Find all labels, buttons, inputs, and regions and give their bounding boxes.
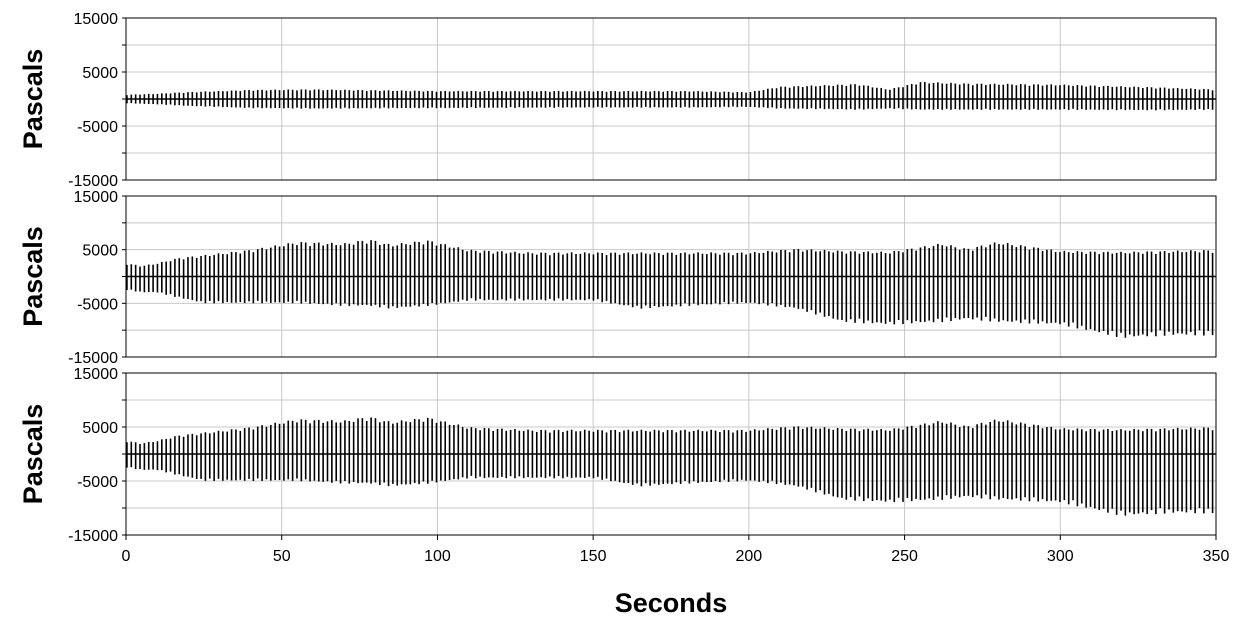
- y-tick-label: -5000: [77, 474, 118, 491]
- y-tick-label: -5000: [77, 296, 118, 313]
- y-axis-title: Pascals: [18, 49, 48, 150]
- x-tick-label: 0: [122, 548, 131, 565]
- y-tick-label: -5000: [77, 119, 118, 136]
- x-axis-title: Seconds: [615, 588, 728, 618]
- y-tick-label: 5000: [82, 420, 118, 437]
- x-tick-label: 200: [736, 548, 763, 565]
- x-tick-label: 250: [891, 548, 918, 565]
- x-tick-label: 150: [580, 548, 607, 565]
- y-axis-title: Pascals: [18, 404, 48, 505]
- y-tick-label: 5000: [82, 243, 118, 260]
- y-tick-label: 15000: [74, 366, 119, 383]
- y-tick-label: 15000: [74, 189, 119, 206]
- y-tick-label: -15000: [68, 350, 118, 367]
- y-axis-title: Pascals: [18, 226, 48, 327]
- y-tick-label: 15000: [74, 11, 119, 28]
- x-tick-label: 50: [273, 548, 291, 565]
- x-tick-label: 100: [424, 548, 451, 565]
- y-tick-label: 5000: [82, 65, 118, 82]
- x-tick-label: 300: [1047, 548, 1074, 565]
- y-tick-label: -15000: [68, 173, 118, 190]
- y-tick-label: -15000: [68, 528, 118, 545]
- x-tick-label: 350: [1203, 548, 1230, 565]
